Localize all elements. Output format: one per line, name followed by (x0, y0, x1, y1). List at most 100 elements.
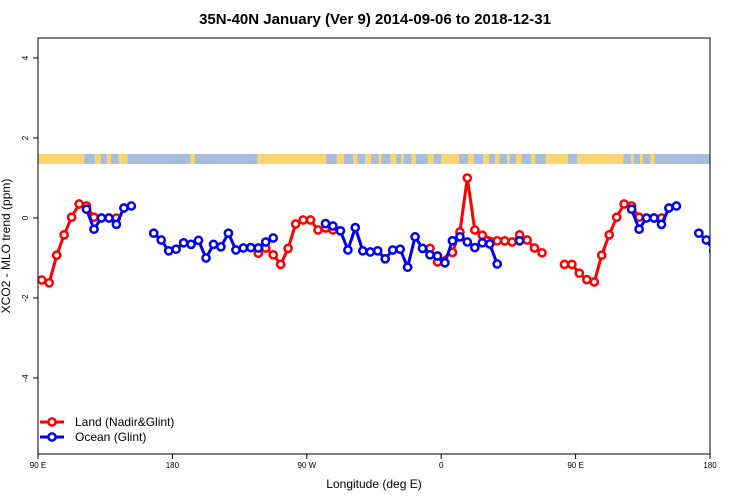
data-point-ocean (708, 247, 710, 254)
data-point-ocean (718, 246, 725, 253)
legend-label-ocean: Ocean (Glint) (75, 430, 146, 444)
data-point-ocean (380, 253, 391, 264)
land-band (106, 154, 112, 164)
data-point-ocean (492, 259, 503, 269)
y-tick-label: -2 (21, 294, 30, 302)
data-point-ocean (402, 262, 413, 273)
data-point-ocean (320, 218, 331, 229)
data-point-ocean (171, 244, 181, 255)
data-point-land (298, 215, 308, 225)
plot-frame (37, 37, 711, 455)
data-point-land (596, 250, 607, 261)
land-band (483, 154, 489, 164)
land-band (441, 154, 460, 164)
legend: Land (Nadir&Glint) Ocean (Glint) (40, 415, 174, 444)
data-point-ocean (387, 245, 398, 255)
land-band (515, 154, 522, 164)
land-band (530, 154, 536, 164)
data-point-ocean (514, 235, 525, 246)
data-point-land (268, 249, 279, 260)
data-point-ocean (193, 235, 204, 246)
data-point-ocean (186, 239, 196, 250)
ocean-band (38, 154, 710, 164)
land-band (639, 154, 643, 164)
land-band (353, 154, 358, 164)
data-point-land (529, 243, 540, 253)
data-point-ocean (432, 251, 443, 261)
data-point-ocean (208, 239, 219, 250)
land-band (390, 154, 397, 164)
data-point-ocean (725, 239, 732, 246)
data-point-ocean (216, 241, 226, 252)
data-point-ocean (350, 222, 361, 233)
data-point-ocean (268, 233, 279, 243)
land-band (38, 154, 85, 164)
data-point-ocean (328, 221, 338, 231)
land-band (545, 154, 569, 164)
y-tick-label: 0 (21, 215, 30, 220)
data-point-land (469, 225, 480, 235)
data-point-land (559, 259, 570, 270)
data-point-ocean (641, 213, 652, 223)
land-band (336, 154, 345, 164)
land-band (257, 154, 327, 164)
data-point-ocean (111, 219, 122, 230)
data-point-ocean (484, 239, 495, 249)
data-point-ocean (335, 225, 346, 236)
data-point-land (283, 243, 293, 254)
x-tick-label: 90 E (30, 461, 46, 470)
data-point-land (290, 219, 301, 229)
data-point-ocean (462, 237, 473, 247)
data-point-ocean (223, 228, 234, 239)
data-point-ocean (425, 249, 435, 260)
data-point-land (38, 275, 47, 285)
data-point-land (313, 225, 323, 235)
land-band (427, 154, 434, 164)
land-band (411, 154, 416, 164)
data-point-ocean (664, 203, 674, 213)
y-axis-label: XCO2 - MLO trend (ppm) (0, 179, 13, 314)
land-band (494, 154, 500, 164)
data-point-ocean (357, 245, 368, 256)
data-point-ocean (656, 219, 667, 230)
data-point-ocean (701, 235, 710, 245)
x-tick-label: 90 E (567, 461, 583, 470)
land-band (118, 154, 128, 164)
data-point-ocean (245, 242, 256, 253)
data-point-land (66, 212, 77, 223)
x-tick-label: 90 W (297, 461, 316, 470)
data-point-ocean (365, 247, 376, 257)
data-point-land (44, 277, 55, 288)
data-point-ocean (693, 228, 704, 239)
data-point-ocean (372, 245, 383, 256)
series-line-land (428, 176, 543, 264)
data-point-land (611, 212, 622, 223)
data-point-land (74, 199, 84, 209)
y-tick-label: 4 (21, 55, 30, 60)
data-point-ocean (671, 201, 682, 211)
data-point-ocean (634, 224, 644, 235)
land-band (506, 154, 510, 164)
data-point-ocean (178, 237, 189, 248)
data-point-ocean (238, 243, 249, 253)
x-tick-label: 180 (166, 461, 180, 470)
land-band (650, 154, 655, 164)
legend-marker-ocean (47, 432, 57, 442)
land-band (468, 154, 475, 164)
land-band (630, 154, 634, 164)
data-point-ocean (649, 213, 659, 223)
data-point-ocean (156, 235, 167, 245)
data-point-land (604, 229, 615, 240)
data-point-ocean (148, 228, 159, 239)
data-point-ocean (119, 203, 129, 213)
land-band (378, 154, 382, 164)
data-point-ocean (231, 245, 241, 255)
y-tick-label: -4 (21, 374, 30, 382)
data-point-land (522, 235, 532, 245)
data-point-land (581, 274, 592, 285)
data-point-land (51, 250, 62, 261)
legend-label-land: Land (Nadir&Glint) (75, 415, 174, 429)
series-ocean (81, 201, 732, 273)
data-point-ocean (260, 237, 271, 247)
